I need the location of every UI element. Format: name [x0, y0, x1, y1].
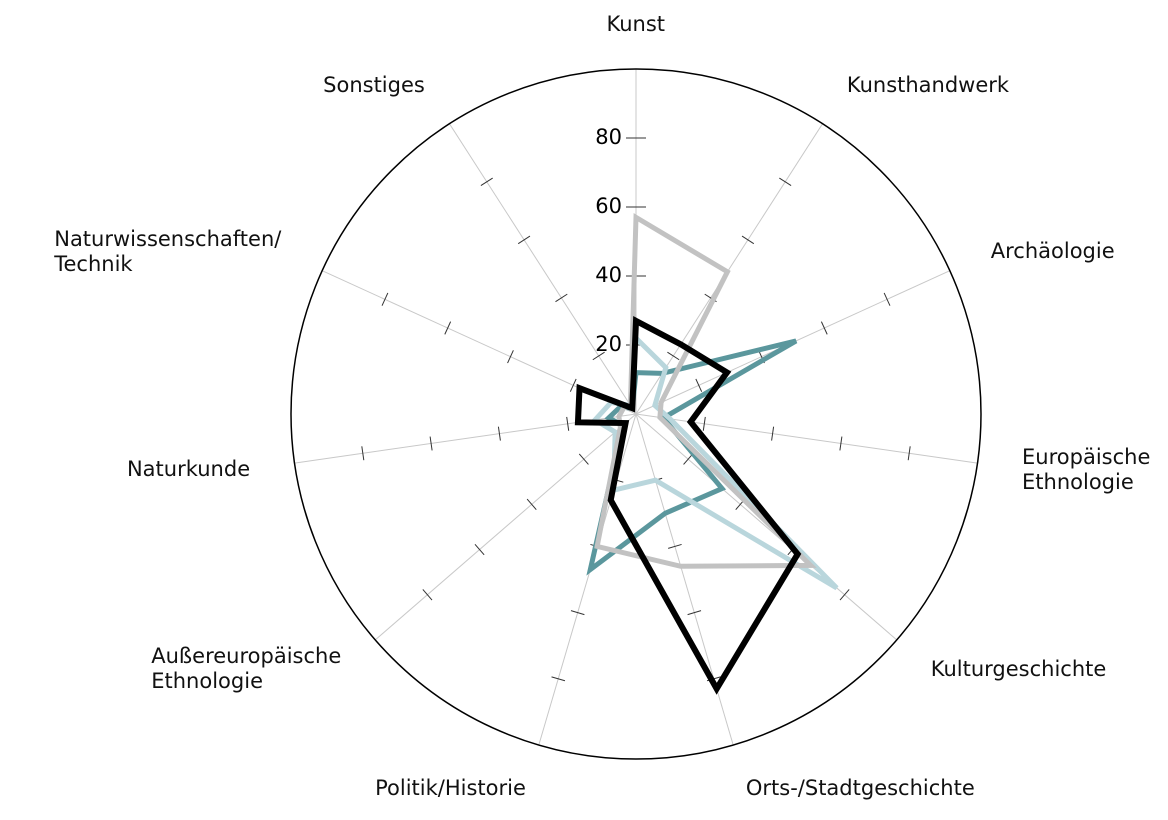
- tick-mark: [555, 293, 568, 303]
- axis-label: Orts-/Stadtgeschichte: [745, 775, 975, 800]
- axis-label: Archäologie: [990, 239, 1115, 264]
- axis-label: Naturwissenschaften/ Technik: [54, 226, 282, 276]
- tick-mark: [683, 453, 694, 465]
- tick-mark: [569, 378, 577, 392]
- tick-mark: [497, 426, 501, 441]
- tick-mark: [771, 426, 775, 441]
- tick-mark: [839, 589, 850, 601]
- tick-mark: [474, 543, 485, 556]
- tick-mark: [444, 321, 452, 335]
- axis-label: Naturkunde: [126, 457, 251, 481]
- outer-circle: [290, 68, 982, 760]
- tick-mark: [839, 436, 843, 451]
- tick-mark: [517, 235, 531, 245]
- tick-mark: [381, 292, 389, 306]
- tick-mark: [820, 321, 828, 335]
- axis-label: Kulturgeschichte: [930, 656, 1107, 681]
- tick-mark: [570, 610, 585, 616]
- axis-label: Sonstiges: [323, 73, 425, 98]
- tick-mark: [667, 351, 680, 361]
- tick-label: 60: [595, 194, 622, 218]
- tick-mark: [578, 453, 589, 465]
- tick-mark: [566, 416, 570, 431]
- axis-label: Politik/Historie: [375, 775, 526, 800]
- tick-mark: [687, 610, 702, 616]
- tick-mark: [480, 177, 493, 187]
- spoke: [449, 123, 637, 415]
- tick-mark: [526, 498, 537, 510]
- spoke: [635, 413, 898, 641]
- tick-mark: [907, 446, 911, 461]
- tick-label: 80: [595, 125, 622, 149]
- tick-mark: [883, 292, 891, 306]
- axis-label: Europäische Ethnologie: [1022, 444, 1151, 494]
- tick-label: 40: [595, 263, 622, 287]
- axis-label: Kunst: [606, 11, 666, 36]
- tick-mark: [668, 543, 682, 549]
- tick-mark: [429, 436, 433, 451]
- spoke: [374, 413, 637, 641]
- tick-mark: [507, 350, 514, 364]
- tick-mark: [741, 235, 755, 245]
- tick-mark: [592, 351, 605, 361]
- tick-mark: [702, 416, 706, 431]
- axis-label: Kunsthandwerk: [846, 73, 1010, 98]
- tick-mark: [551, 676, 566, 682]
- tick-label: 20: [595, 332, 622, 356]
- series-line: [574, 315, 802, 695]
- tick-mark: [779, 177, 792, 187]
- tick-mark: [695, 378, 703, 392]
- axis-label: Außereuropäische Ethnologie: [151, 644, 342, 694]
- spoke: [538, 413, 637, 746]
- tick-mark: [361, 446, 365, 461]
- tick-mark: [422, 589, 433, 601]
